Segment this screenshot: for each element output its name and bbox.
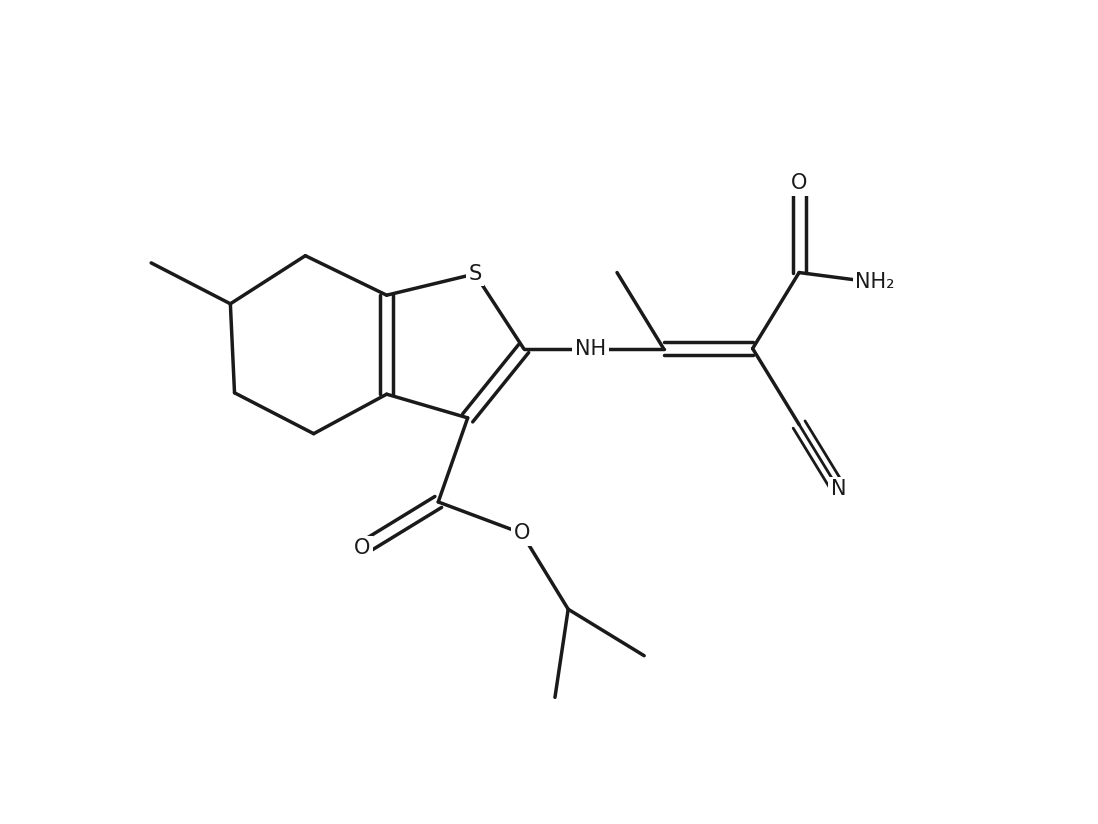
Text: NH: NH <box>575 339 606 358</box>
Text: O: O <box>514 523 530 543</box>
Text: N: N <box>831 479 847 499</box>
Text: O: O <box>791 174 807 194</box>
Text: S: S <box>469 264 482 284</box>
Text: O: O <box>354 538 370 559</box>
Text: NH₂: NH₂ <box>855 273 895 293</box>
